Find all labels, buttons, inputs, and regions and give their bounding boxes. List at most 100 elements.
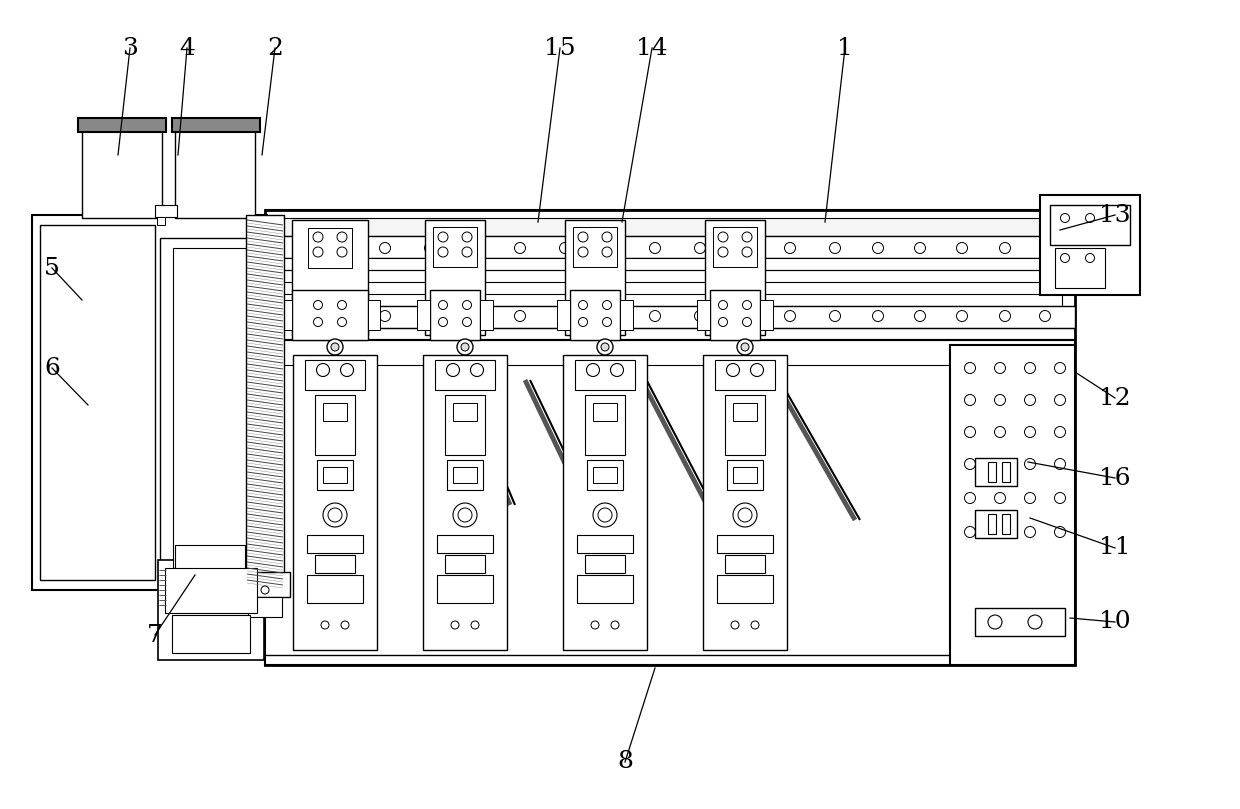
Circle shape: [718, 317, 728, 327]
Circle shape: [579, 317, 588, 327]
Bar: [706, 220, 765, 335]
Text: 4: 4: [179, 36, 195, 60]
Bar: [453, 467, 477, 483]
Circle shape: [335, 243, 346, 253]
Bar: [725, 395, 765, 455]
Circle shape: [331, 343, 339, 351]
Bar: [975, 458, 1017, 486]
Circle shape: [379, 243, 391, 253]
Bar: [160, 238, 260, 578]
Bar: [315, 555, 355, 573]
Circle shape: [739, 243, 750, 253]
Circle shape: [314, 317, 322, 327]
Bar: [988, 462, 996, 482]
Bar: [733, 467, 756, 483]
Circle shape: [999, 311, 1011, 321]
Circle shape: [873, 243, 883, 253]
Circle shape: [1085, 253, 1095, 262]
Text: 5: 5: [45, 256, 60, 279]
Circle shape: [718, 247, 728, 257]
Bar: [157, 560, 264, 660]
Circle shape: [337, 247, 347, 257]
Text: 14: 14: [636, 36, 668, 60]
Bar: [165, 568, 257, 613]
Bar: [248, 597, 281, 617]
Circle shape: [743, 300, 751, 310]
Circle shape: [965, 459, 976, 469]
Circle shape: [1054, 459, 1065, 469]
Circle shape: [458, 508, 472, 522]
Circle shape: [463, 247, 472, 257]
Circle shape: [578, 247, 588, 257]
Circle shape: [458, 339, 472, 355]
Bar: [585, 395, 625, 455]
Circle shape: [424, 311, 435, 321]
Bar: [445, 555, 485, 573]
Bar: [322, 467, 347, 483]
Bar: [308, 535, 363, 553]
Bar: [175, 130, 255, 218]
Circle shape: [994, 426, 1006, 438]
Circle shape: [593, 503, 618, 527]
Bar: [315, 395, 355, 455]
Circle shape: [650, 243, 661, 253]
Circle shape: [915, 311, 925, 321]
Circle shape: [337, 232, 347, 242]
Circle shape: [260, 586, 269, 594]
Bar: [433, 227, 477, 267]
Bar: [293, 355, 377, 650]
Bar: [291, 290, 368, 340]
Bar: [40, 225, 155, 580]
Circle shape: [1054, 426, 1065, 438]
Bar: [1055, 248, 1105, 288]
Circle shape: [1054, 362, 1065, 374]
Circle shape: [1060, 214, 1069, 222]
Circle shape: [598, 508, 613, 522]
Circle shape: [463, 317, 471, 327]
Circle shape: [694, 243, 706, 253]
Bar: [305, 360, 365, 390]
Circle shape: [727, 363, 739, 376]
Bar: [436, 535, 494, 553]
Bar: [174, 248, 247, 568]
Bar: [278, 294, 1061, 306]
Circle shape: [329, 508, 342, 522]
Circle shape: [994, 362, 1006, 374]
Circle shape: [601, 343, 609, 351]
Bar: [265, 340, 1075, 665]
Circle shape: [470, 311, 481, 321]
Bar: [1040, 195, 1140, 295]
Circle shape: [1054, 395, 1065, 405]
Circle shape: [603, 300, 611, 310]
Circle shape: [453, 503, 477, 527]
Bar: [265, 236, 1075, 258]
Bar: [697, 300, 711, 330]
Bar: [557, 300, 570, 330]
Circle shape: [578, 232, 588, 242]
Circle shape: [314, 300, 322, 310]
Circle shape: [312, 247, 322, 257]
Bar: [453, 403, 477, 421]
Bar: [308, 575, 363, 603]
Circle shape: [1054, 527, 1065, 537]
Circle shape: [956, 311, 967, 321]
Circle shape: [596, 339, 613, 355]
Circle shape: [965, 527, 976, 537]
Circle shape: [300, 311, 310, 321]
Circle shape: [463, 232, 472, 242]
Bar: [620, 300, 632, 330]
Circle shape: [1028, 615, 1042, 629]
Text: 15: 15: [544, 36, 575, 60]
Circle shape: [733, 503, 756, 527]
Circle shape: [739, 311, 750, 321]
Circle shape: [471, 621, 479, 629]
Bar: [585, 555, 625, 573]
Bar: [760, 300, 773, 330]
Bar: [445, 395, 485, 455]
Text: 12: 12: [1099, 387, 1131, 409]
Text: 16: 16: [1099, 467, 1131, 489]
Circle shape: [742, 343, 749, 351]
Circle shape: [379, 311, 391, 321]
Circle shape: [965, 426, 976, 438]
Bar: [975, 510, 1017, 538]
